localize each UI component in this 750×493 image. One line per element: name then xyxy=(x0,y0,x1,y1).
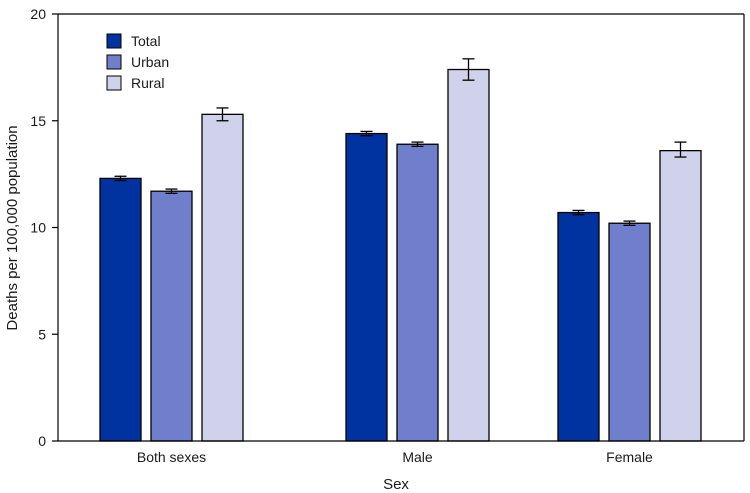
x-tick-label: Male xyxy=(402,449,433,465)
y-axis-label: Deaths per 100,000 population xyxy=(4,125,21,330)
error-bar xyxy=(360,130,373,137)
x-tick-label: Both sexes xyxy=(137,449,206,465)
y-tick-label: 20 xyxy=(30,6,46,22)
x-axis-label: Sex xyxy=(383,476,409,493)
legend-swatch-total xyxy=(106,33,122,49)
legend-label-urban: Urban xyxy=(131,54,169,70)
legend-swatch-rural xyxy=(106,75,122,91)
error-bar xyxy=(462,58,475,81)
bar-urban-female xyxy=(608,222,651,442)
bar-urban-both-sexes xyxy=(150,190,193,442)
legend-label-rural: Rural xyxy=(131,75,164,91)
x-tick-label: Female xyxy=(606,449,653,465)
bars-layer xyxy=(99,58,702,442)
bar-rural-both-sexes xyxy=(201,113,244,442)
legend-label-total: Total xyxy=(131,33,161,49)
y-tick-label: 15 xyxy=(30,113,46,129)
bar-rural-male xyxy=(447,68,490,442)
bar-urban-male xyxy=(396,143,439,442)
y-ticks: 0 5 10 15 20 xyxy=(30,6,58,449)
bar-total-both-sexes xyxy=(99,177,142,442)
x-tick-labels: Both sexes Male Female xyxy=(137,449,653,465)
bar-total-male xyxy=(345,132,388,442)
y-tick-label: 0 xyxy=(38,433,46,449)
error-bar xyxy=(411,141,424,148)
bar-rural-female xyxy=(659,149,702,442)
error-bar xyxy=(674,141,687,158)
bar-total-female xyxy=(557,211,600,442)
error-bar xyxy=(165,188,178,194)
legend: Total Urban Rural xyxy=(106,33,169,91)
error-bar xyxy=(572,209,585,216)
error-bar xyxy=(114,175,127,182)
y-tick-label: 5 xyxy=(38,326,46,342)
y-tick-label: 10 xyxy=(30,220,46,236)
error-bar xyxy=(216,107,229,122)
legend-swatch-urban xyxy=(106,54,122,70)
error-bar xyxy=(623,220,636,227)
